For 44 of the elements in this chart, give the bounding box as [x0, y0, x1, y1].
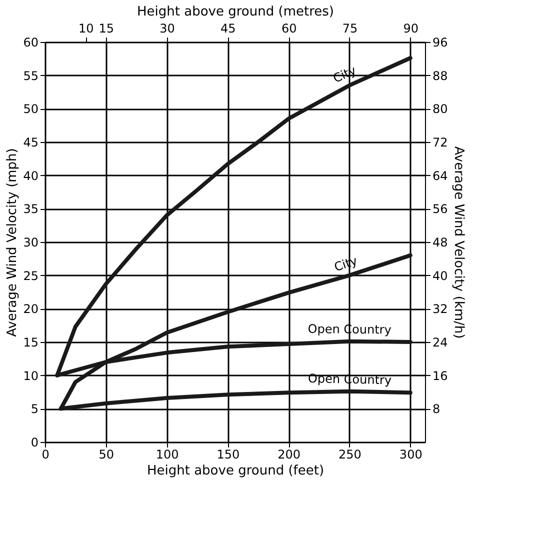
y2-tick-label: 48 [432, 236, 448, 250]
x2-tick-label: 75 [342, 22, 358, 36]
y2-tick-label: 8 [432, 402, 440, 416]
x2-tick-label: 15 [98, 22, 114, 36]
x-tick-label: 300 [399, 448, 422, 462]
x2-tick-label: 30 [160, 22, 175, 36]
y2-tick-label: 88 [432, 68, 448, 83]
y2-tick-label: 32 [432, 302, 448, 316]
y-tick-label: 60 [23, 36, 38, 50]
y-tick-label: 15 [23, 336, 38, 350]
y2-tick-label: 80 [432, 102, 448, 116]
y2-tick-label: 24 [432, 336, 448, 350]
y2-tick-label: 96 [432, 36, 448, 50]
y-axis-title: Average Wind Velocity (mph) [5, 148, 20, 337]
y2-tick-label: 64 [432, 168, 448, 183]
x2-tick-label: 90 [403, 22, 419, 36]
x2-tick-label: 60 [281, 22, 297, 36]
x-tick-label: 150 [216, 448, 240, 462]
y2-tick-label: 40 [432, 268, 448, 283]
x-axis-title: Height above ground (feet) [146, 464, 324, 478]
y-tick-label: 10 [23, 368, 38, 383]
y-tick-label: 45 [23, 136, 38, 150]
y2-tick-label: 16 [432, 368, 448, 383]
x-tick-label: 200 [278, 448, 301, 462]
y2-tick-label: 72 [432, 136, 448, 150]
y-tick-label: 50 [23, 102, 38, 116]
x-tick-label: 0 [42, 448, 50, 462]
x-tick-label: 50 [98, 448, 114, 462]
y2-tick-label: 56 [432, 202, 448, 216]
y-tick-label: 5 [30, 402, 38, 416]
y-tick-label: 0 [30, 436, 38, 450]
x-tick-label: 250 [338, 448, 362, 462]
x-tick-label: 100 [156, 448, 179, 462]
y-tick-label: 35 [23, 202, 38, 216]
y2-axis-title: Average Wind Velocity (km/h) [450, 146, 466, 339]
x2-axis-title: Height above ground (metres) [137, 4, 334, 20]
y-tick-label: 25 [23, 268, 38, 283]
y-tick-label: 30 [23, 236, 38, 250]
x2-tick-label: 10 [78, 22, 94, 36]
y-tick-label: 55 [23, 68, 38, 83]
text: City [332, 254, 360, 274]
y-tick-label: 40 [23, 168, 38, 183]
y-tick-label: 20 [23, 302, 38, 316]
x2-tick-label: 45 [220, 22, 236, 36]
